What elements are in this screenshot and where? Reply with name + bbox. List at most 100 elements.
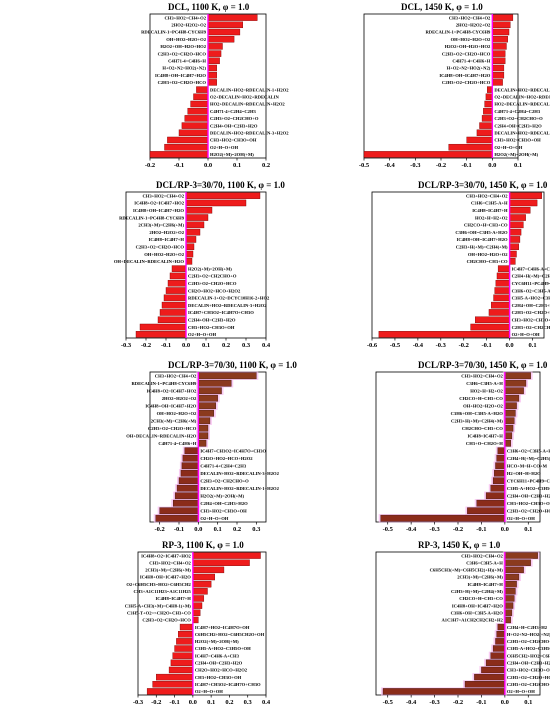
x-tick-label: 0.3 (244, 699, 253, 706)
sensitivity-bar (185, 192, 261, 199)
sensitivity-bar (504, 372, 531, 380)
reaction-label: HO2+DECALIN=RDECALIN+H2O2 (210, 102, 285, 107)
sensitivity-bar (192, 588, 208, 595)
reaction-label: C3H5-A+HO2=C3H5O+OH (507, 646, 550, 651)
reaction-label: C2H4+OH=C2H3+H2O (188, 317, 236, 322)
reaction-label: H2+OH=H+H2O (507, 471, 541, 476)
x-tick-label: -0.2 (151, 699, 161, 706)
sensitivity-bar (178, 631, 194, 638)
reaction-label: CH3+HO2=CH3O+OH (200, 509, 247, 514)
x-tick-label: 0.4 (262, 699, 271, 706)
sensitivity-bar (184, 115, 209, 122)
sensitivity-bar (171, 265, 187, 272)
plot-frame (363, 13, 519, 159)
chart-title: DCL, 1450 K, φ = 1.0 (401, 2, 483, 12)
sensitivity-bar (192, 552, 261, 559)
x-tick-label: -0.1 (482, 342, 492, 349)
sensitivity-bar (207, 50, 222, 57)
reaction-label: C2H3+O2=CH2O+HCO (442, 51, 491, 56)
reaction-label: O2+H=O+OH (507, 689, 535, 694)
reaction-label: CH3+HO2=CH3O+OH (507, 668, 550, 673)
x-tick-label: 0.0 (501, 526, 509, 533)
sensitivity-bar (509, 221, 524, 229)
reaction-label: IC4H8=IC4H7+H (472, 208, 508, 213)
x-tick-label: -0.5 (383, 699, 394, 706)
sensitivity-bar (504, 379, 527, 387)
sensitivity-bar (167, 279, 187, 287)
x-tick-label: -0.2 (145, 162, 155, 169)
reaction-label: 2CH3(+M)=C2H6(+M) (151, 419, 197, 424)
sensitivity-bar (492, 50, 506, 57)
sensitivity-bar (196, 86, 209, 93)
reaction-label: O2+H=O+OH (188, 332, 216, 337)
sensitivity-bar (481, 666, 506, 674)
x-tick-label: -0.3 (133, 699, 144, 706)
reaction-label: O2+H=O+OH (195, 689, 223, 694)
chart-panel-2: DCL, 1450 K, φ = 1.0 CH3+HO2=CH4+O2 2HO2=H… (359, 2, 550, 169)
sensitivity-bar (476, 129, 493, 137)
x-tick-label: 0.0 (506, 342, 514, 349)
sensitivity-bar (492, 57, 506, 65)
sensitivity-bar (496, 272, 510, 280)
reaction-label: IC4H7+CH3O2=IC4H7O+CH3O (188, 310, 254, 315)
sensitivity-bar (490, 652, 506, 659)
x-tick-label: -0.5 (390, 342, 401, 349)
reaction-label: CH3+HO2=CH3O+OH (188, 325, 235, 330)
reaction-label: C2H3+O2=CH2CHO+O (210, 116, 259, 121)
reaction-label: H2O2+OH=H2O+HO2 (445, 44, 491, 49)
x-tick-label: 0.0 (204, 162, 212, 169)
sensitivity-bar (504, 424, 514, 432)
reaction-label: C3H5-A+HO2=C3H5O+OH (195, 646, 251, 651)
sensitivity-bar (492, 645, 506, 652)
reaction-label: C2H3+O2=CH2CHO+O (188, 274, 237, 279)
sensitivity-bar (181, 122, 209, 129)
reaction-label: CYC6H11+PC4H9=C4H8+CYC6H11 (507, 479, 550, 484)
x-tick-label: 0.0 (488, 162, 496, 169)
reaction-label: IC4H8+O2=IC4H7+HO2 (141, 553, 191, 558)
reaction-label: C2H3+H(+M)=C2H4(+M) (451, 589, 503, 594)
sensitivity-bar (185, 221, 205, 229)
reaction-label: C4H71-4=C4H6+H (168, 58, 206, 63)
sensitivity-bar (495, 462, 506, 470)
sensitivity-bar (179, 623, 194, 631)
reaction-label: C2H4+OH=C2H3+H2O (200, 501, 248, 506)
sensitivity-bar (185, 228, 201, 236)
sensitivity-bar (509, 258, 516, 265)
sensitivity-bar (492, 21, 511, 29)
sensitivity-bar (185, 258, 193, 265)
reaction-label: H2O2(+M)=2OH(+M) (195, 639, 239, 644)
reaction-label: C2H3+H(+M)=C2H4(+M) (456, 244, 508, 249)
reaction-label: CH3+HO2=CH4+O2 (164, 15, 206, 20)
x-tick-label: -0.2 (453, 699, 463, 706)
reaction-label: RDECALIN-1=PC4H8-CYC6H9 (141, 30, 207, 35)
reaction-label: IC4H8+OH=IC4H7+H2O (452, 603, 503, 608)
sensitivity-bar (207, 28, 241, 36)
sensitivity-bar (492, 14, 514, 21)
x-tick-label: -0.1 (476, 699, 486, 706)
sensitivity-bar (192, 609, 201, 616)
chart-panel-7: RP-3, 1100 K, φ = 1.0 IC4H8+O2=IC4H7+HO2 C… (125, 540, 271, 706)
reaction-label: CH3+HO2=CH3O+OH (210, 138, 257, 143)
reaction-label: O2+DECALIN=HO2+RDECALIN (210, 94, 280, 99)
reaction-label: C2H3+O2=CH2O+HCO (142, 618, 191, 623)
reaction-label: DECALIN+HO2=RDECALIN-3+H2O2 (200, 471, 279, 476)
reaction-label: CH3+HO2=CH4+O2 (449, 15, 491, 20)
reaction-label: RDECALIN-1+O2=DCYC10H16-2+HO2 (188, 296, 270, 301)
reaction-label: HCO+M=H+CO+M (507, 464, 548, 469)
sensitivity-bar (504, 387, 524, 395)
sensitivity-bar (504, 588, 516, 595)
sensitivity-bar (198, 394, 218, 402)
reaction-label: H+O2+N2=HO2(+N2) (162, 66, 206, 71)
sensitivity-bar (192, 566, 225, 574)
sensitivity-bar (207, 57, 220, 65)
x-tick-label: -0.2 (141, 342, 151, 349)
sensitivity-bar (509, 236, 521, 243)
sensitivity-bar (495, 279, 510, 287)
x-tick-label: -0.3 (429, 699, 440, 706)
sensitivity-bar (207, 21, 243, 29)
sensitivity-bar (185, 214, 209, 221)
sensitivity-bar (485, 659, 506, 667)
reaction-label: HO2+H=H2+O2 (475, 215, 508, 220)
reaction-label: C3H5-T+O2=>CH2O+CH3+CO (127, 610, 191, 615)
reaction-label: CH2CO+H=CH3+CO (459, 596, 503, 601)
